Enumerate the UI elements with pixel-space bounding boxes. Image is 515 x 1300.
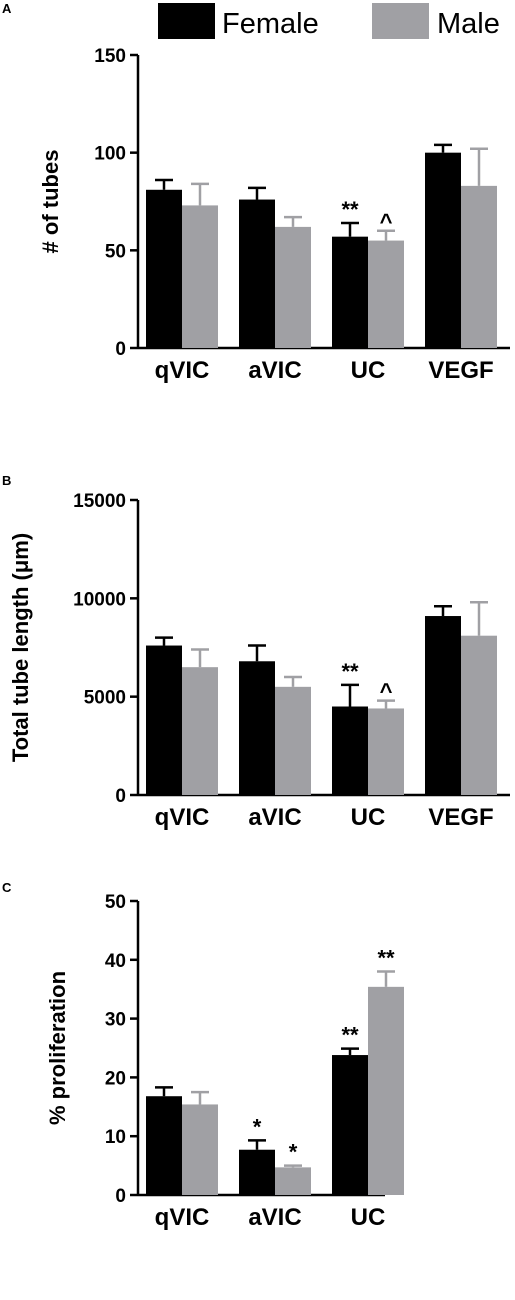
chart-panel-a: 0 50 100 150 # of tubes qVIC aVIC ** ^ UC VEGF [38, 46, 510, 384]
bar-avic-female [239, 199, 275, 348]
panel-label-a: A [2, 1, 12, 16]
x-category-label-avic: aVIC [248, 804, 301, 831]
bar-uc-male [368, 708, 404, 795]
significance-marker-avic-female: * [253, 1114, 262, 1139]
bar-uc-male [368, 240, 404, 348]
x-category-label-uc: UC [351, 1204, 386, 1231]
x-category-label-qvic: qVIC [155, 804, 210, 831]
bar-avic-male [275, 226, 311, 348]
y-axis-label: % proliferation [45, 971, 70, 1125]
bar-uc-female [332, 1055, 368, 1195]
bar-avic-male [275, 1167, 311, 1195]
bar-qvic-female [146, 189, 182, 348]
y-tick-label: 20 [105, 1068, 126, 1089]
y-tick-label: 50 [105, 241, 126, 262]
legend: Female Male [158, 3, 500, 40]
significance-marker-uc-female: ** [341, 197, 359, 222]
y-tick-label: 0 [115, 786, 126, 807]
y-tick-label: 0 [115, 1186, 126, 1207]
legend-label-female: Female [222, 8, 319, 40]
panel-label-b: B [2, 473, 11, 488]
bar-avic-female [239, 661, 275, 795]
x-category-label-uc: UC [351, 357, 386, 384]
bar-uc-female [332, 706, 368, 795]
y-tick-label: 100 [94, 144, 126, 165]
bar-vegf-male [461, 635, 497, 795]
x-category-label-avic: aVIC [248, 1204, 301, 1231]
x-category-label-uc: UC [351, 804, 386, 831]
legend-swatch-male [372, 3, 429, 39]
y-tick-label: 5000 [84, 688, 126, 709]
y-tick-label: 0 [115, 339, 126, 360]
bar-vegf-male [461, 185, 497, 348]
y-tick-label: 150 [94, 46, 126, 67]
significance-marker-avic-male: * [289, 1140, 298, 1165]
bar-uc-male [368, 986, 404, 1195]
y-axis-label: Total tube length (μm) [8, 533, 33, 762]
legend-label-male: Male [437, 8, 500, 40]
bar-qvic-male [182, 1104, 218, 1195]
x-category-label-vegf: VEGF [428, 357, 493, 384]
significance-marker-uc-male: ^ [380, 209, 393, 234]
bar-qvic-female [146, 645, 182, 795]
legend-swatch-female [158, 3, 215, 39]
bar-uc-female [332, 236, 368, 348]
significance-marker-uc-female: ** [341, 659, 359, 684]
bar-qvic-male [182, 205, 218, 348]
significance-marker-uc-male: ** [377, 946, 395, 971]
chart-panel-b: 0 5000 10000 15000 Total tube length (μm) qVI… [8, 491, 510, 831]
y-tick-label: 40 [105, 951, 126, 972]
y-tick-label: 10 [105, 1127, 126, 1148]
bar-vegf-female [425, 616, 461, 795]
significance-marker-uc-male: ^ [380, 679, 393, 704]
bar-qvic-male [182, 667, 218, 795]
bar-qvic-female [146, 1096, 182, 1195]
significance-marker-uc-female: ** [341, 1023, 359, 1048]
x-category-label-qvic: qVIC [155, 357, 210, 384]
bar-vegf-female [425, 152, 461, 348]
bar-avic-female [239, 1149, 275, 1195]
y-tick-label: 10000 [73, 589, 126, 610]
x-category-label-qvic: qVIC [155, 1204, 210, 1231]
y-tick-label: 50 [105, 892, 126, 913]
y-tick-label: 30 [105, 1010, 126, 1031]
bar-avic-male [275, 686, 311, 795]
y-tick-label: 15000 [73, 491, 126, 512]
x-category-label-vegf: VEGF [428, 804, 493, 831]
y-axis-label: # of tubes [38, 150, 63, 254]
x-category-label-avic: aVIC [248, 357, 301, 384]
panel-label-c: C [2, 880, 12, 895]
